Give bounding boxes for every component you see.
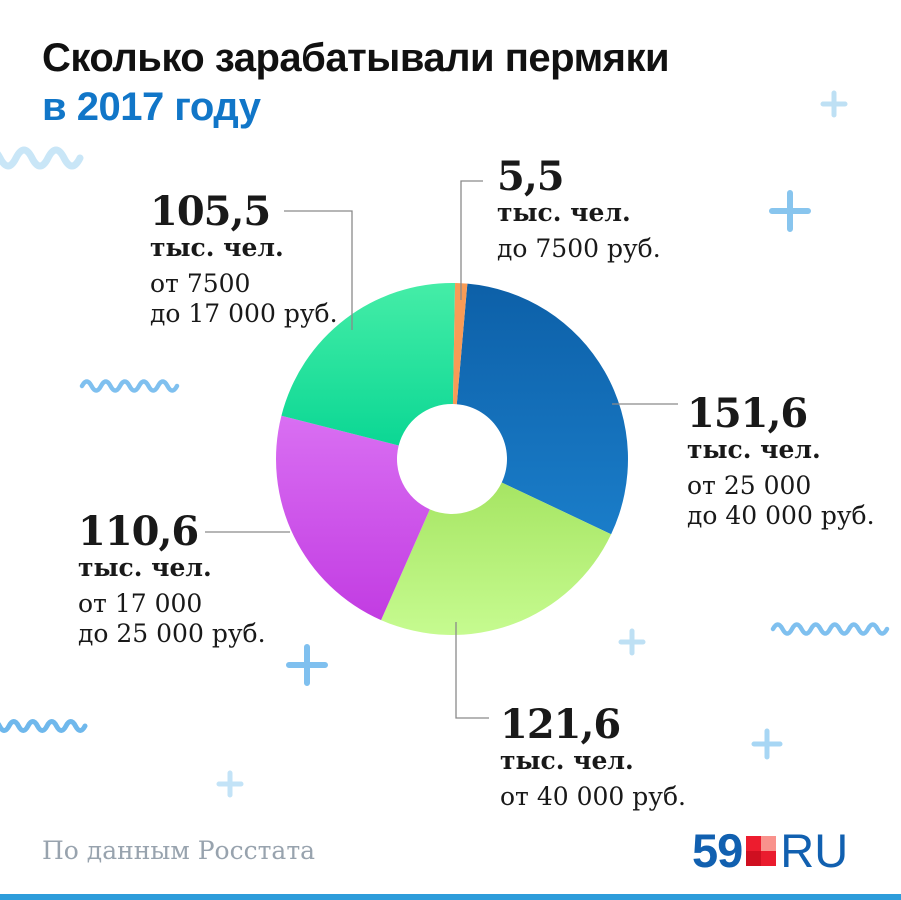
site-logo: 59 RU: [692, 824, 849, 877]
callout-value: 105,5: [150, 188, 271, 235]
pie-slice-under-7500: [452, 283, 468, 405]
logo-domain: RU: [780, 824, 849, 877]
range-line: до 40 000 руб.: [687, 501, 875, 530]
leader-lines: [205, 180, 678, 719]
callout-40000-plus: 121,6 тыс. чел. от 40 000 руб.: [500, 703, 686, 812]
callout-units: тыс. чел.: [687, 435, 821, 464]
callout-value: 110,6: [78, 508, 199, 555]
callout-range: от 17 000 до 25 000 руб.: [78, 589, 266, 649]
leader-line-7500-17000: [284, 210, 353, 330]
plus-icon: [216, 770, 244, 798]
callout-units: тыс. чел.: [497, 198, 631, 227]
callout-under-7500: 5,5 тыс. чел. до 7500 руб.: [497, 155, 661, 264]
plus-icon: [751, 728, 783, 760]
range-line: от 7500: [150, 269, 251, 298]
plus-icon: [820, 90, 848, 118]
callout-value: 5,5: [497, 153, 565, 200]
callout-range: до 7500 руб.: [497, 234, 661, 264]
range-line: от 40 000 руб.: [500, 782, 686, 811]
logo-square-quadrant: [761, 836, 777, 851]
callout-units: тыс. чел.: [78, 553, 212, 582]
callout-7500-17000: 105,5 тыс. чел. от 7500 до 17 000 руб.: [150, 190, 338, 329]
wave-icon: [770, 622, 890, 636]
logo-square-quadrant: [746, 836, 762, 851]
plus-icon: [618, 628, 646, 656]
leader-line-under-7500: [460, 180, 483, 300]
pie-slice-25000-40000: [456, 283, 628, 535]
pie-slice-17000-25000: [276, 415, 430, 621]
callout-25000-40000: 151,6 тыс. чел. от 25 000 до 40 000 руб.: [687, 392, 875, 531]
callout-units: тыс. чел.: [500, 746, 634, 775]
wave-icon: [79, 379, 180, 393]
range-line: до 7500 руб.: [497, 234, 661, 263]
leader-line-40000-plus: [455, 622, 489, 719]
callout-range: от 25 000 до 40 000 руб.: [687, 471, 875, 531]
callout-value: 121,6: [500, 701, 621, 748]
donut-slices: [276, 283, 628, 635]
pie-slice-7500-17000: [281, 283, 456, 446]
plus-icon: [286, 644, 328, 686]
source-note: По данным Росстата: [42, 836, 316, 865]
callout-value: 151,6: [687, 390, 808, 437]
range-line: до 17 000 руб.: [150, 299, 338, 328]
title-line-1: Сколько зарабатывали пермяки: [42, 36, 670, 80]
callout-range: от 40 000 руб.: [500, 782, 686, 812]
logo-square-quadrant: [746, 851, 762, 866]
title-line-2: в 2017 году: [42, 85, 261, 129]
range-line: от 17 000: [78, 589, 203, 618]
range-line: от 25 000: [687, 471, 812, 500]
logo-red-square-icon: [746, 836, 777, 866]
wave-icon: [0, 719, 88, 733]
bottom-accent-bar: [0, 894, 901, 900]
plus-icon: [769, 190, 811, 232]
callout-units: тыс. чел.: [150, 233, 284, 262]
wave-icon: [0, 146, 84, 170]
page-title: Сколько зарабатывали пермяки в 2017 году: [42, 34, 670, 132]
pie-slice-40000-plus: [381, 482, 612, 635]
callout-17000-25000: 110,6 тыс. чел. от 17 000 до 25 000 руб.: [78, 510, 266, 649]
callout-range: от 7500 до 17 000 руб.: [150, 269, 338, 329]
logo-square-quadrant: [761, 851, 777, 866]
logo-number: 59: [692, 824, 743, 877]
decor-pluses: [216, 90, 848, 798]
decor-waves: [0, 146, 890, 733]
range-line: до 25 000 руб.: [78, 619, 266, 648]
